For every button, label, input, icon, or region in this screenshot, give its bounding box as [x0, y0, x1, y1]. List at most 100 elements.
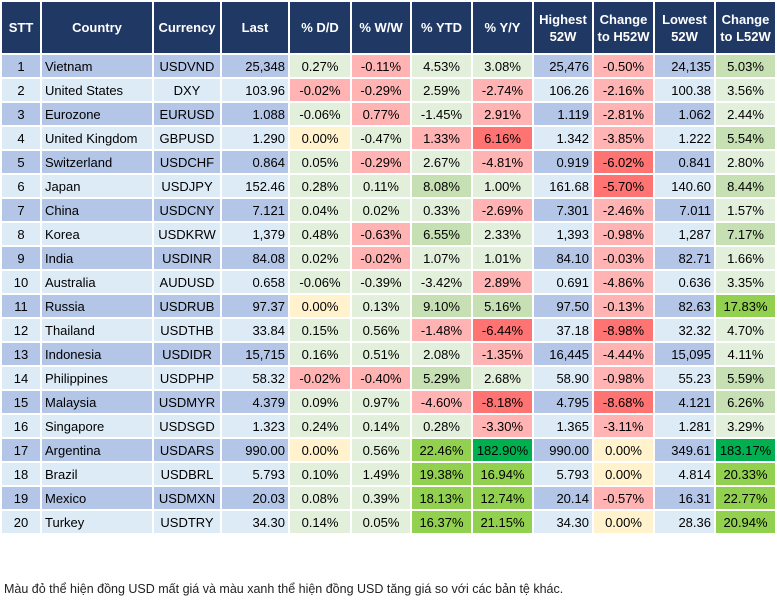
cell-currency: USDBRL: [152, 461, 222, 487]
cell-ytd: -3.42%: [410, 269, 473, 295]
cell-currency: USDCNY: [152, 197, 222, 223]
cell-low: 4.121: [653, 389, 716, 415]
cell-country: Argentina: [40, 437, 154, 463]
cell-stt: 9: [0, 245, 42, 271]
cell-dd: 0.28%: [288, 173, 352, 199]
cell-country: Japan: [40, 173, 154, 199]
cell-country: Singapore: [40, 413, 154, 439]
cell-currency: USDPHP: [152, 365, 222, 391]
cell-yy: 1.01%: [471, 245, 534, 271]
cell-currency: USDINR: [152, 245, 222, 271]
cell-low: 1.062: [653, 101, 716, 127]
cell-dd: -0.02%: [288, 365, 352, 391]
cell-ytd: 0.28%: [410, 413, 473, 439]
cell-last: 25,348: [220, 53, 290, 79]
cell-low: 55.23: [653, 365, 716, 391]
cell-low: 24,135: [653, 53, 716, 79]
header-stt: STT: [0, 0, 42, 55]
header-currency: Currency: [152, 0, 222, 55]
table-row: 20 Turkey USDTRY 34.30 0.14% 0.05% 16.37% 21.15…: [0, 509, 777, 535]
cell-chl: 1.57%: [714, 197, 777, 223]
cell-chl: 3.56%: [714, 77, 777, 103]
cell-yy: 182.90%: [471, 437, 534, 463]
cell-chh: -0.57%: [592, 485, 655, 511]
cell-chl: 183.17%: [714, 437, 777, 463]
cell-ww: 0.56%: [350, 437, 412, 463]
cell-ww: -0.29%: [350, 149, 412, 175]
cell-ww: 0.14%: [350, 413, 412, 439]
cell-country: China: [40, 197, 154, 223]
cell-ww: 0.13%: [350, 293, 412, 319]
cell-chh: -0.50%: [592, 53, 655, 79]
cell-high: 4.795: [532, 389, 594, 415]
cell-chh: -8.68%: [592, 389, 655, 415]
cell-ytd: 9.10%: [410, 293, 473, 319]
cell-dd: 0.14%: [288, 509, 352, 535]
cell-low: 349.61: [653, 437, 716, 463]
cell-high: 1.365: [532, 413, 594, 439]
cell-dd: 0.00%: [288, 293, 352, 319]
cell-country: Philippines: [40, 365, 154, 391]
table-row: 12 Thailand USDTHB 33.84 0.15% 0.56% -1.48% -6.…: [0, 317, 777, 343]
cell-stt: 1: [0, 53, 42, 79]
cell-high: 16,445: [532, 341, 594, 367]
cell-chl: 3.35%: [714, 269, 777, 295]
cell-ytd: 1.33%: [410, 125, 473, 151]
cell-last: 152.46: [220, 173, 290, 199]
table-row: 15 Malaysia USDMYR 4.379 0.09% 0.97% -4.60% -8.…: [0, 389, 777, 415]
cell-chl: 5.59%: [714, 365, 777, 391]
cell-currency: USDKRW: [152, 221, 222, 247]
cell-chh: -8.98%: [592, 317, 655, 343]
cell-currency: USDMXN: [152, 485, 222, 511]
cell-currency: USDJPY: [152, 173, 222, 199]
cell-country: Turkey: [40, 509, 154, 535]
cell-high: 990.00: [532, 437, 594, 463]
cell-low: 4.814: [653, 461, 716, 487]
cell-stt: 18: [0, 461, 42, 487]
cell-high: 7.301: [532, 197, 594, 223]
cell-yy: 2.91%: [471, 101, 534, 127]
cell-ww: -0.47%: [350, 125, 412, 151]
header-dd: % D/D: [288, 0, 352, 55]
cell-dd: 0.00%: [288, 437, 352, 463]
table-row: 6 Japan USDJPY 152.46 0.28% 0.11% 8.08% 1.00% 16…: [0, 173, 777, 199]
cell-dd: 0.05%: [288, 149, 352, 175]
cell-chl: 2.44%: [714, 101, 777, 127]
cell-ytd: 2.08%: [410, 341, 473, 367]
cell-chh: -0.98%: [592, 365, 655, 391]
cell-chh: -0.13%: [592, 293, 655, 319]
cell-ww: -0.63%: [350, 221, 412, 247]
cell-chl: 20.94%: [714, 509, 777, 535]
cell-chl: 5.03%: [714, 53, 777, 79]
cell-last: 84.08: [220, 245, 290, 271]
cell-ytd: 18.13%: [410, 485, 473, 511]
table-row: 4 United Kingdom GBPUSD 1.290 0.00% -0.47% 1.3…: [0, 125, 777, 151]
cell-ytd: 2.67%: [410, 149, 473, 175]
table-row: 17 Argentina USDARS 990.00 0.00% 0.56% 22.46% 1…: [0, 437, 777, 463]
cell-dd: 0.08%: [288, 485, 352, 511]
cell-chl: 22.77%: [714, 485, 777, 511]
cell-ytd: -1.48%: [410, 317, 473, 343]
cell-yy: 5.16%: [471, 293, 534, 319]
cell-currency: USDRUB: [152, 293, 222, 319]
cell-country: Brazil: [40, 461, 154, 487]
cell-high: 106.26: [532, 77, 594, 103]
cell-stt: 8: [0, 221, 42, 247]
cell-ww: 0.02%: [350, 197, 412, 223]
cell-stt: 7: [0, 197, 42, 223]
cell-ytd: 0.33%: [410, 197, 473, 223]
cell-last: 1.088: [220, 101, 290, 127]
cell-ytd: 8.08%: [410, 173, 473, 199]
cell-stt: 2: [0, 77, 42, 103]
cell-country: Thailand: [40, 317, 154, 343]
header-high: Highest 52W: [532, 0, 594, 55]
table-row: 5 Switzerland USDCHF 0.864 0.05% -0.29% 2.67% -…: [0, 149, 777, 175]
cell-dd: 0.27%: [288, 53, 352, 79]
cell-ww: 0.77%: [350, 101, 412, 127]
cell-high: 84.10: [532, 245, 594, 271]
cell-ww: -0.29%: [350, 77, 412, 103]
cell-stt: 19: [0, 485, 42, 511]
cell-ytd: 2.59%: [410, 77, 473, 103]
cell-dd: 0.02%: [288, 245, 352, 271]
cell-currency: USDCHF: [152, 149, 222, 175]
